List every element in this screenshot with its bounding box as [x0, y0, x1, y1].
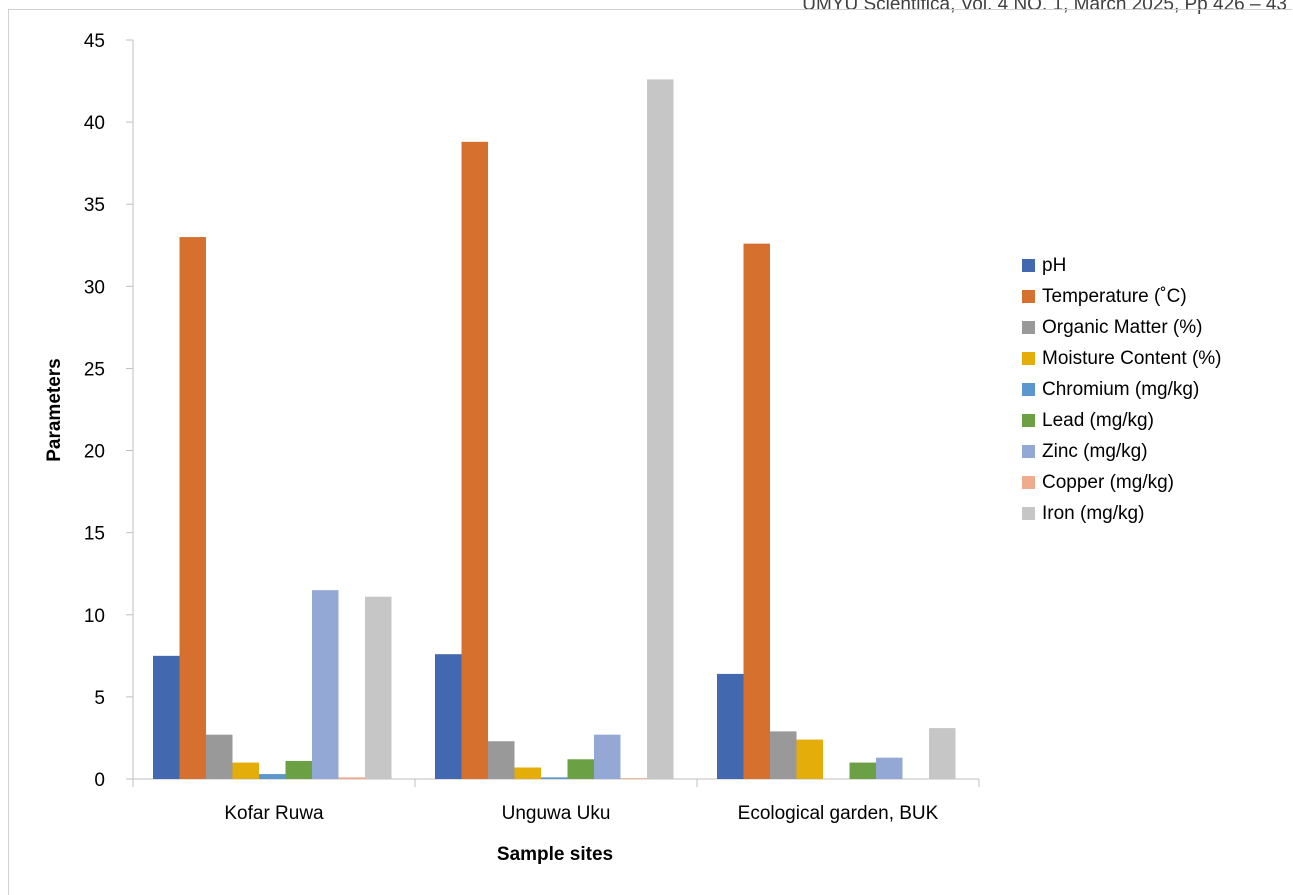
- bar: [488, 741, 515, 779]
- y-tick-label: 35: [84, 195, 105, 216]
- legend-label: Temperature (˚C): [1042, 285, 1187, 307]
- legend-item: pH: [1022, 250, 1222, 281]
- chart-frame: [8, 9, 1292, 895]
- legend-swatch: [1022, 476, 1035, 489]
- bar: [620, 778, 647, 779]
- y-tick-label: 20: [84, 442, 105, 463]
- bar: [770, 731, 797, 779]
- legend-label: Iron (mg/kg): [1042, 502, 1145, 524]
- bar: [461, 141, 488, 780]
- bar: [232, 762, 259, 779]
- bar: [312, 590, 339, 779]
- legend-item: Organic Matter (%): [1022, 312, 1222, 343]
- legend-label: pH: [1042, 254, 1067, 276]
- legend-swatch: [1022, 259, 1035, 272]
- bar: [567, 759, 594, 779]
- y-tick-label: 45: [84, 31, 105, 52]
- bar: [876, 757, 903, 779]
- legend-label: Organic Matter (%): [1042, 316, 1203, 338]
- legend-item: Chromium (mg/kg): [1022, 374, 1222, 405]
- bar: [929, 728, 956, 779]
- axes: [126, 39, 980, 787]
- legend-item: Moisture Content (%): [1022, 343, 1222, 374]
- x-tick-label: Unguwa Uku: [502, 803, 611, 824]
- legend-swatch: [1022, 383, 1035, 396]
- legend-item: Iron (mg/kg): [1022, 498, 1222, 529]
- legend-item: Temperature (˚C): [1022, 281, 1222, 312]
- bar: [594, 734, 621, 779]
- bar: [153, 655, 180, 779]
- legend-swatch: [1022, 290, 1035, 303]
- bar: [514, 767, 541, 779]
- bar: [743, 243, 770, 779]
- legend-label: Chromium (mg/kg): [1042, 378, 1200, 400]
- legend-swatch: [1022, 321, 1035, 334]
- x-tick-label: Ecological garden, BUK: [738, 803, 939, 824]
- bar: [796, 739, 823, 779]
- journal-header: UMYU Scientifica, Vol. 4 NO. 1, March 20…: [802, 0, 1287, 15]
- y-tick-label: 0: [94, 770, 105, 791]
- bar: [179, 237, 206, 780]
- bar: [259, 774, 286, 779]
- y-tick-label: 40: [84, 113, 105, 134]
- bar: [285, 760, 312, 779]
- bars: [153, 79, 956, 780]
- bar: [365, 596, 392, 779]
- legend-label: Copper (mg/kg): [1042, 471, 1174, 493]
- y-tick-label: 5: [94, 688, 105, 709]
- bar: [647, 79, 674, 779]
- legend-swatch: [1022, 414, 1035, 427]
- legend-swatch: [1022, 352, 1035, 365]
- y-tick-label: 10: [84, 606, 105, 627]
- bar: [717, 673, 744, 779]
- x-axis-title: Sample sites: [497, 844, 613, 865]
- legend-item: Zinc (mg/kg): [1022, 436, 1222, 467]
- legend-item: Copper (mg/kg): [1022, 467, 1222, 498]
- legend-item: Lead (mg/kg): [1022, 405, 1222, 436]
- bar: [435, 654, 462, 779]
- x-tick-label: Kofar Ruwa: [224, 803, 324, 824]
- bar: [338, 777, 365, 779]
- legend-swatch: [1022, 445, 1035, 458]
- legend: pH Temperature (˚C) Organic Matter (%) Mois…: [1022, 250, 1222, 529]
- legend-label: Lead (mg/kg): [1042, 409, 1154, 431]
- y-tick-label: 15: [84, 524, 105, 545]
- y-axis-title: Parameters: [44, 358, 65, 462]
- bar: [541, 777, 568, 779]
- bar: [206, 734, 233, 779]
- legend-swatch: [1022, 507, 1035, 520]
- legend-label: Zinc (mg/kg): [1042, 440, 1148, 462]
- bar: [849, 762, 876, 779]
- y-tick-label: 30: [84, 277, 105, 298]
- y-tick-label: 25: [84, 359, 105, 380]
- tick-labels: 0 5 10 15 20 25 30 35 40 45 Kofar Ruwa Unguwa Uku Ec…: [84, 31, 939, 824]
- legend-label: Moisture Content (%): [1042, 347, 1222, 369]
